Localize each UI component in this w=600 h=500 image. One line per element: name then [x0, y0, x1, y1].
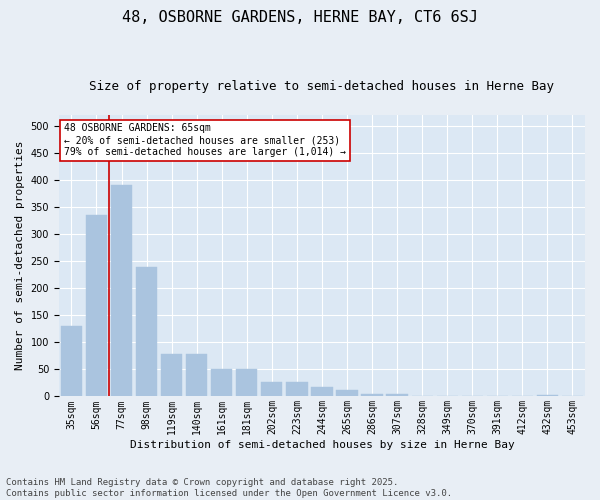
- Bar: [386, 394, 408, 396]
- Text: Contains HM Land Registry data © Crown copyright and database right 2025.
Contai: Contains HM Land Registry data © Crown c…: [6, 478, 452, 498]
- Bar: [136, 266, 157, 396]
- Title: Size of property relative to semi-detached houses in Herne Bay: Size of property relative to semi-detach…: [89, 80, 554, 93]
- Bar: [286, 382, 308, 396]
- Bar: [361, 394, 383, 396]
- Bar: [261, 382, 283, 396]
- Bar: [537, 395, 558, 396]
- Text: 48, OSBORNE GARDENS, HERNE BAY, CT6 6SJ: 48, OSBORNE GARDENS, HERNE BAY, CT6 6SJ: [122, 10, 478, 25]
- Bar: [61, 326, 82, 396]
- Bar: [86, 215, 107, 396]
- Bar: [211, 370, 232, 396]
- Bar: [111, 186, 132, 396]
- X-axis label: Distribution of semi-detached houses by size in Herne Bay: Distribution of semi-detached houses by …: [130, 440, 514, 450]
- Bar: [236, 370, 257, 396]
- Text: 48 OSBORNE GARDENS: 65sqm
← 20% of semi-detached houses are smaller (253)
79% of: 48 OSBORNE GARDENS: 65sqm ← 20% of semi-…: [64, 124, 346, 156]
- Bar: [311, 386, 332, 396]
- Bar: [161, 354, 182, 397]
- Bar: [186, 354, 208, 397]
- Y-axis label: Number of semi-detached properties: Number of semi-detached properties: [15, 141, 25, 370]
- Bar: [337, 390, 358, 396]
